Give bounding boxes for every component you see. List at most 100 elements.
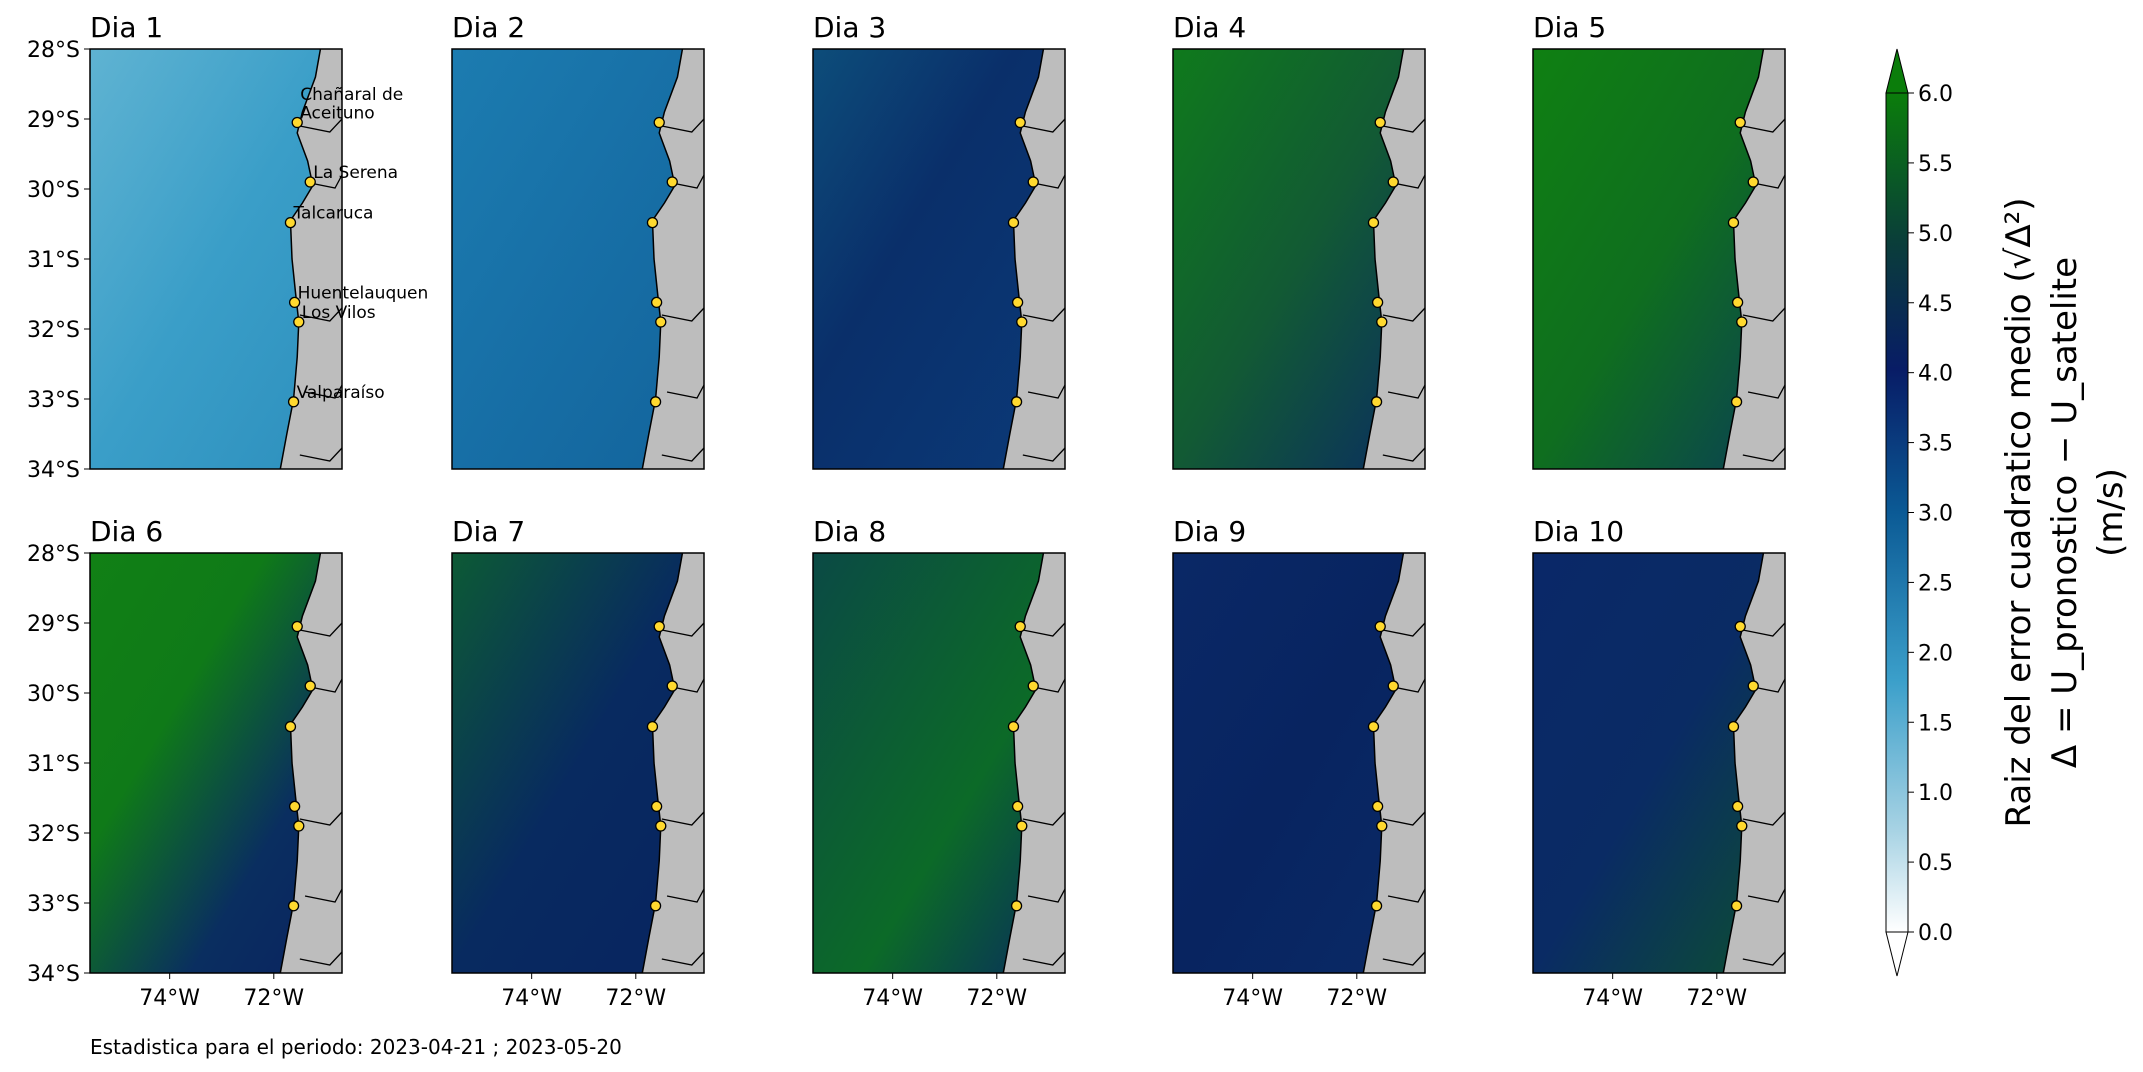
panel-frame — [451, 552, 705, 974]
city-marker — [304, 680, 316, 692]
city-marker — [1011, 800, 1024, 813]
lat-tick-label: 32°S — [27, 318, 80, 343]
map-panel — [1533, 553, 1785, 973]
border — [661, 447, 704, 462]
city-marker — [650, 800, 663, 813]
border — [1742, 307, 1785, 322]
city-marker — [284, 216, 297, 229]
colorbar — [1885, 92, 1909, 933]
panel-frame — [451, 48, 705, 470]
city-marker — [1367, 720, 1380, 733]
border — [1747, 384, 1785, 399]
colorbar-tick-label: 2.0 — [1918, 641, 1953, 666]
city-marker — [1011, 296, 1024, 309]
city-marker — [653, 620, 665, 633]
city-marker — [653, 116, 665, 129]
border — [1387, 888, 1425, 903]
border — [1382, 951, 1425, 966]
lon-tick-label: 72°W — [966, 986, 1027, 1011]
panel-title: Dia 2 — [452, 11, 525, 44]
panel-frame — [1172, 48, 1426, 470]
city-marker — [1016, 820, 1028, 832]
city-marker — [649, 900, 662, 912]
panel-frame — [1532, 552, 1786, 974]
city-marker — [304, 176, 316, 188]
city-marker — [293, 316, 305, 328]
city-marker — [287, 396, 300, 408]
border — [661, 811, 704, 826]
border — [299, 307, 342, 322]
lat-tick-label: 28°S — [27, 38, 80, 63]
city-marker — [288, 800, 301, 813]
panel-frame — [1172, 552, 1426, 974]
land — [1722, 49, 1785, 469]
land — [1002, 553, 1065, 973]
panel-frame — [812, 48, 1066, 470]
land — [1002, 49, 1065, 469]
border — [1382, 307, 1425, 322]
city-marker — [1731, 296, 1744, 309]
city-marker — [666, 680, 678, 692]
border — [666, 888, 704, 903]
city-marker — [1374, 116, 1386, 129]
city-marker — [655, 316, 667, 328]
map-panel — [452, 553, 704, 973]
lat-tick-label: 33°S — [27, 388, 80, 413]
border — [661, 307, 704, 322]
map-panel — [452, 49, 704, 469]
land — [641, 49, 704, 469]
lat-tick-label: 32°S — [27, 822, 80, 847]
colorbar-extend-max — [1885, 48, 1909, 94]
border — [1747, 888, 1785, 903]
border — [1382, 447, 1425, 462]
city-marker — [666, 176, 678, 188]
city-marker — [1016, 316, 1028, 328]
land — [641, 553, 704, 973]
border — [299, 951, 342, 966]
colorbar-tick-label: 4.5 — [1918, 292, 1953, 317]
city-marker — [646, 720, 659, 733]
lat-tick-label: 31°S — [27, 248, 80, 273]
city-marker — [1747, 176, 1759, 188]
city-marker — [1731, 800, 1744, 813]
city-marker — [1376, 820, 1388, 832]
city-marker — [287, 900, 300, 912]
border — [1022, 622, 1065, 637]
colorbar-tick-label: 4.0 — [1918, 362, 1953, 387]
panel-title: Dia 6 — [90, 515, 163, 548]
border — [299, 811, 342, 826]
lat-tick-label: 30°S — [27, 682, 80, 707]
lon-tick-label: 74°W — [501, 986, 562, 1011]
lat-tick-label: 28°S — [27, 542, 80, 567]
border — [1742, 951, 1785, 966]
land — [1362, 553, 1425, 973]
border — [1382, 622, 1425, 637]
city-marker — [1014, 620, 1026, 633]
lon-tick-label: 74°W — [862, 986, 923, 1011]
colorbar-tick-label: 2.5 — [1918, 571, 1953, 596]
city-label: La Serena — [313, 163, 398, 183]
lat-tick-label: 34°S — [27, 962, 80, 987]
border — [1742, 811, 1785, 826]
city-marker — [1010, 900, 1023, 912]
land — [279, 553, 342, 973]
lon-tick-label: 74°W — [1222, 986, 1283, 1011]
map-panel — [813, 49, 1065, 469]
colorbar-tick-label: 5.5 — [1918, 152, 1953, 177]
city-marker — [1376, 316, 1388, 328]
land — [1362, 49, 1425, 469]
city-marker — [1367, 216, 1380, 229]
border — [299, 447, 342, 462]
lat-tick-label: 29°S — [27, 612, 80, 637]
city-marker — [1370, 396, 1383, 408]
city-marker — [288, 296, 301, 309]
border — [1022, 951, 1065, 966]
city-marker — [1736, 316, 1748, 328]
city-marker — [1730, 396, 1743, 408]
border — [1022, 307, 1065, 322]
border — [304, 384, 342, 399]
border — [1022, 118, 1065, 133]
border — [1387, 384, 1425, 399]
city-marker — [655, 820, 667, 832]
lon-tick-label: 72°W — [1326, 986, 1387, 1011]
